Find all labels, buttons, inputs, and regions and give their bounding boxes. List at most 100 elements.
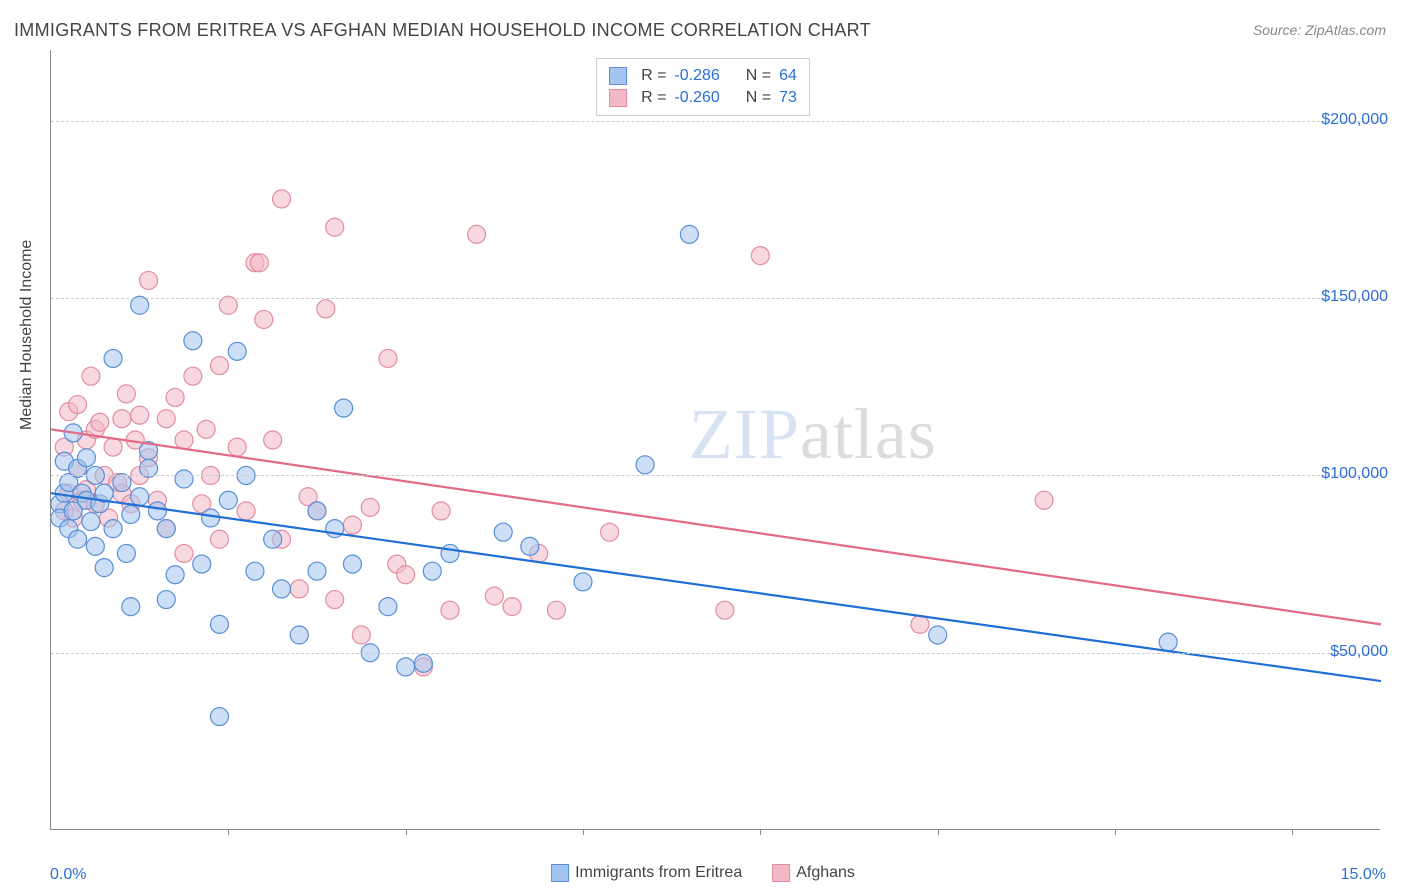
x-tick [1115, 829, 1116, 835]
scatter-point [521, 537, 539, 555]
y-tick-label: $50,000 [1330, 643, 1388, 661]
scatter-point [601, 523, 619, 541]
scatter-point [636, 456, 654, 474]
scatter-point [273, 190, 291, 208]
scatter-point [140, 271, 158, 289]
scatter-point [210, 708, 228, 726]
correlation-legend: R =-0.286N =64R =-0.260N =73 [596, 58, 810, 116]
scatter-point [250, 254, 268, 272]
scatter-point [157, 410, 175, 428]
grid-line [51, 298, 1380, 299]
plot-area: ZIPatlas [50, 50, 1380, 830]
scatter-point [184, 367, 202, 385]
grid-line [51, 121, 1380, 122]
scatter-point [82, 513, 100, 531]
scatter-point [317, 300, 335, 318]
x-max-label: 15.0% [1341, 866, 1386, 884]
scatter-point [77, 449, 95, 467]
scatter-point [86, 537, 104, 555]
scatter-point [414, 654, 432, 672]
scatter-point [441, 601, 459, 619]
scatter-point [308, 502, 326, 520]
scatter-point [113, 410, 131, 428]
scatter-point [574, 573, 592, 591]
y-axis-label: Median Household Income [18, 240, 36, 430]
scatter-point [82, 367, 100, 385]
grid-line [51, 653, 1380, 654]
scatter-point [397, 566, 415, 584]
scatter-point [335, 399, 353, 417]
scatter-point [69, 396, 87, 414]
scatter-point [503, 598, 521, 616]
scatter-point [166, 388, 184, 406]
n-label: N = [746, 67, 771, 85]
scatter-point [432, 502, 450, 520]
scatter-point [352, 626, 370, 644]
scatter-point [228, 342, 246, 360]
x-tick [228, 829, 229, 835]
r-value: -0.260 [674, 89, 719, 107]
legend-swatch [609, 89, 627, 107]
scatter-point [290, 626, 308, 644]
scatter-point [148, 502, 166, 520]
source-attribution: Source: ZipAtlas.com [1253, 22, 1386, 38]
scatter-point [751, 247, 769, 265]
scatter-point [264, 530, 282, 548]
legend-item: Afghans [772, 864, 855, 882]
scatter-point [343, 555, 361, 573]
scatter-point [255, 310, 273, 328]
scatter-point [157, 591, 175, 609]
scatter-point [494, 523, 512, 541]
legend-item: Immigrants from Eritrea [551, 864, 742, 882]
scatter-point [69, 530, 87, 548]
scatter-point [219, 491, 237, 509]
scatter-point [175, 431, 193, 449]
chart-container: IMMIGRANTS FROM ERITREA VS AFGHAN MEDIAN… [0, 0, 1406, 892]
legend-swatch [551, 864, 569, 882]
legend-label: Immigrants from Eritrea [575, 864, 742, 881]
regression-line [51, 429, 1381, 624]
scatter-point [184, 332, 202, 350]
scatter-point [166, 566, 184, 584]
scatter-point [175, 470, 193, 488]
scatter-point [228, 438, 246, 456]
scatter-point [716, 601, 734, 619]
scatter-point [468, 225, 486, 243]
y-tick-label: $150,000 [1321, 288, 1388, 306]
scatter-point [246, 562, 264, 580]
scatter-point [1035, 491, 1053, 509]
scatter-point [397, 658, 415, 676]
x-tick [406, 829, 407, 835]
scatter-point [122, 598, 140, 616]
scatter-point [264, 431, 282, 449]
scatter-point [210, 530, 228, 548]
scatter-point [423, 562, 441, 580]
scatter-point [379, 349, 397, 367]
scatter-point [210, 615, 228, 633]
grid-line [51, 475, 1380, 476]
scatter-point [1159, 633, 1177, 651]
scatter-point [202, 509, 220, 527]
scatter-point [91, 413, 109, 431]
y-tick-label: $100,000 [1321, 465, 1388, 483]
scatter-point [379, 598, 397, 616]
chart-title: IMMIGRANTS FROM ERITREA VS AFGHAN MEDIAN… [14, 20, 871, 41]
scatter-point [547, 601, 565, 619]
scatter-point [104, 349, 122, 367]
scatter-point [131, 406, 149, 424]
x-tick [938, 829, 939, 835]
legend-row: R =-0.260N =73 [609, 87, 797, 109]
scatter-point [95, 559, 113, 577]
scatter-point [326, 591, 344, 609]
legend-row: R =-0.286N =64 [609, 65, 797, 87]
scatter-point [361, 498, 379, 516]
scatter-point [290, 580, 308, 598]
x-tick [583, 829, 584, 835]
scatter-point [193, 555, 211, 573]
r-value: -0.286 [674, 67, 719, 85]
scatter-point [210, 357, 228, 375]
y-tick-label: $200,000 [1321, 111, 1388, 129]
scatter-point [326, 218, 344, 236]
n-value: 73 [779, 89, 797, 107]
scatter-point [929, 626, 947, 644]
